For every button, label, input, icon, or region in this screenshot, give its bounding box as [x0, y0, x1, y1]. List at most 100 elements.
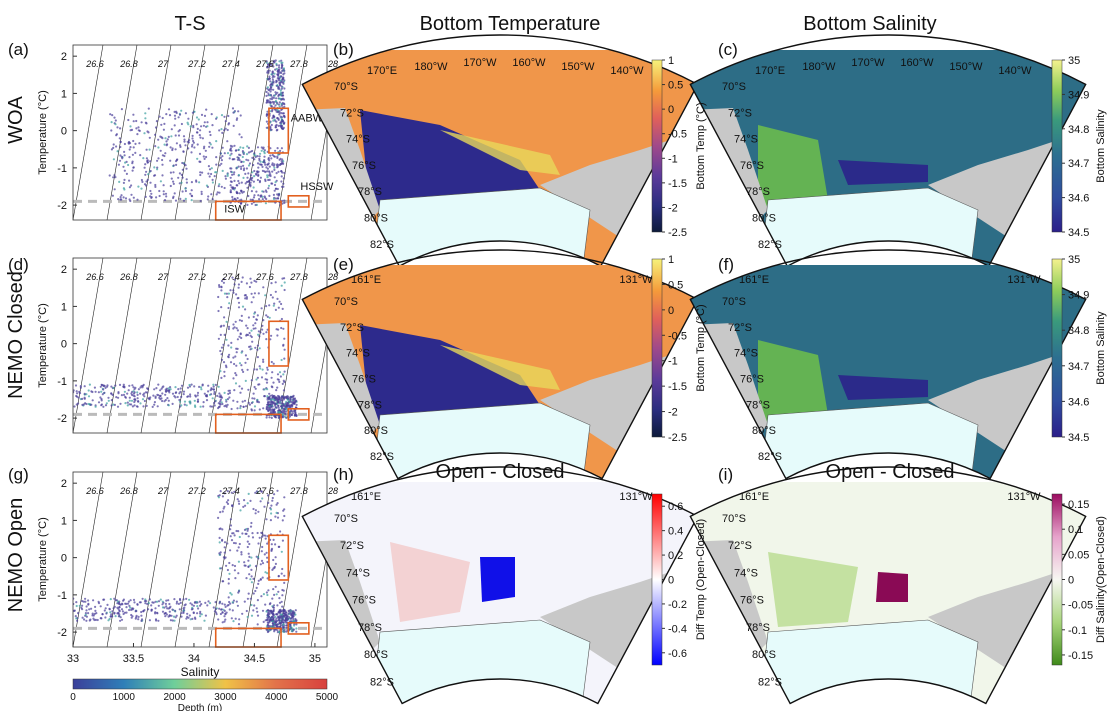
scatter-point	[238, 335, 241, 338]
scatter-point	[271, 163, 274, 166]
scatter-point	[263, 159, 266, 162]
depth-tick-label: 2000	[163, 692, 186, 703]
scatter-point	[128, 396, 131, 399]
scatter-point	[81, 604, 84, 607]
scatter-point	[100, 390, 103, 393]
depth-tick-label: 4000	[265, 692, 288, 703]
scatter-point	[241, 400, 244, 403]
scatter-point	[209, 133, 212, 137]
scatter-point	[249, 499, 252, 502]
scatter-point	[173, 114, 177, 117]
scatter-point	[271, 117, 274, 120]
scatter-point	[184, 187, 187, 190]
scatter-point	[199, 136, 202, 139]
scatter-point	[253, 385, 256, 389]
scatter-point	[175, 600, 179, 603]
water-mass-box-aabw	[268, 320, 290, 367]
lat-label: 78°S	[746, 622, 770, 634]
scatter-point	[207, 600, 210, 603]
scatter-point	[250, 581, 253, 584]
scatter-point	[258, 157, 261, 160]
scatter-point	[255, 318, 258, 321]
scatter-point	[190, 145, 194, 148]
scatter-point	[157, 600, 161, 603]
scatter-point	[136, 397, 139, 400]
scatter-point	[238, 159, 241, 162]
scatter-point	[276, 197, 280, 200]
scatter-point	[232, 377, 235, 380]
scatter-point	[279, 79, 282, 82]
scatter-point	[230, 152, 233, 155]
scatter-point	[256, 376, 259, 379]
scatter-point	[253, 397, 256, 400]
scatter-point	[193, 399, 196, 402]
scatter-point	[269, 154, 272, 157]
scatter-point	[131, 384, 134, 387]
colorbar-tick-label: 34.6	[1068, 396, 1089, 408]
scatter-point	[249, 334, 252, 337]
scatter-point	[238, 502, 241, 505]
scatter-point	[161, 399, 164, 403]
lat-label: 70°S	[722, 296, 746, 308]
scatter-point	[154, 396, 157, 399]
scatter-point	[233, 179, 236, 182]
scatter-point	[282, 343, 285, 346]
scatter-point	[139, 154, 142, 157]
scatter-point	[278, 64, 281, 67]
scatter-point	[294, 613, 297, 616]
scatter-point	[254, 322, 257, 325]
scatter-point	[246, 597, 249, 600]
scatter-point	[223, 391, 226, 394]
scatter-point	[87, 612, 90, 615]
label-aabw: AABW	[291, 112, 324, 124]
scatter-point	[192, 141, 195, 144]
lat-label: 78°S	[358, 399, 382, 411]
scatter-point	[292, 613, 295, 617]
scatter-point	[118, 606, 121, 609]
low-salinity-region	[838, 160, 928, 185]
colorbar-tick-label: -0.5	[668, 330, 687, 342]
scatter-point	[214, 601, 217, 604]
scatter-point	[269, 508, 273, 511]
scatter-point	[252, 392, 255, 395]
scatter-point	[149, 195, 152, 198]
scatter-point	[117, 615, 120, 618]
scatter-point	[274, 91, 277, 94]
scatter-point	[270, 123, 273, 127]
lat-label: 70°S	[334, 296, 358, 308]
scatter-point	[168, 610, 171, 613]
scatter-point	[113, 597, 116, 600]
scatter-point	[99, 605, 102, 608]
scatter-point	[283, 105, 286, 108]
scatter-point	[237, 165, 240, 168]
scatter-point	[185, 181, 188, 184]
scatter-point	[252, 327, 255, 330]
lat-label: 76°S	[352, 595, 376, 607]
scatter-point	[154, 607, 157, 610]
scatter-point	[220, 185, 223, 188]
scatter-point	[256, 348, 259, 351]
scatter-point	[156, 168, 159, 171]
warm-water-region	[440, 130, 560, 175]
scatter-point	[226, 398, 229, 401]
ts-panel-0: 26.6 26.8 27 27.2 27.4 27.6 27.8 28AABWHSSWISW2…	[37, 44, 338, 221]
scatter-point	[265, 166, 268, 169]
scatter-point	[124, 161, 127, 164]
scatter-point	[248, 555, 251, 559]
scatter-point	[256, 155, 259, 158]
scatter-point	[241, 612, 244, 615]
scatter-point	[220, 159, 223, 162]
scatter-point	[232, 541, 236, 545]
scatter-point	[264, 202, 267, 205]
scatter-point	[291, 405, 294, 408]
scatter-point	[217, 405, 221, 409]
scatter-point	[145, 184, 148, 187]
scatter-point	[204, 614, 207, 617]
scatter-point	[273, 72, 276, 75]
scatter-point	[265, 591, 268, 594]
scatter-point	[281, 539, 284, 542]
scatter-point	[207, 384, 210, 387]
scatter-point	[172, 182, 175, 185]
scatter-point	[83, 397, 86, 400]
scatter-point	[76, 392, 79, 395]
